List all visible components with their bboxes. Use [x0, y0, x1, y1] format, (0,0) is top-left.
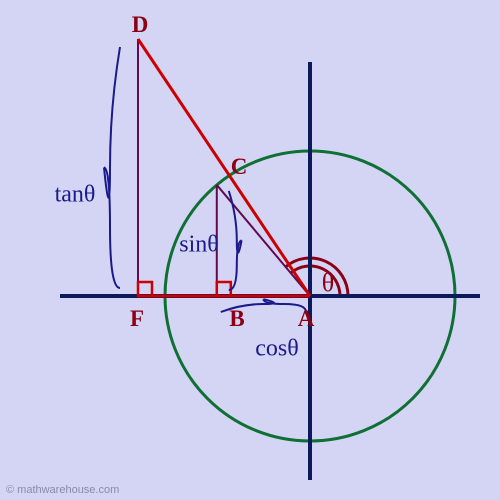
- point-F: F: [130, 306, 144, 332]
- unit-circle-diagram: [0, 0, 500, 500]
- label-cos: cosθ: [255, 336, 299, 363]
- point-C: C: [231, 154, 248, 180]
- label-sin: sinθ: [179, 232, 219, 259]
- point-A: A: [298, 306, 315, 332]
- label-tan: tanθ: [55, 182, 96, 209]
- point-B: B: [229, 306, 244, 332]
- watermark: © mathwarehouse.com: [6, 484, 119, 496]
- point-D: D: [132, 12, 149, 38]
- label-theta: θ: [322, 268, 334, 298]
